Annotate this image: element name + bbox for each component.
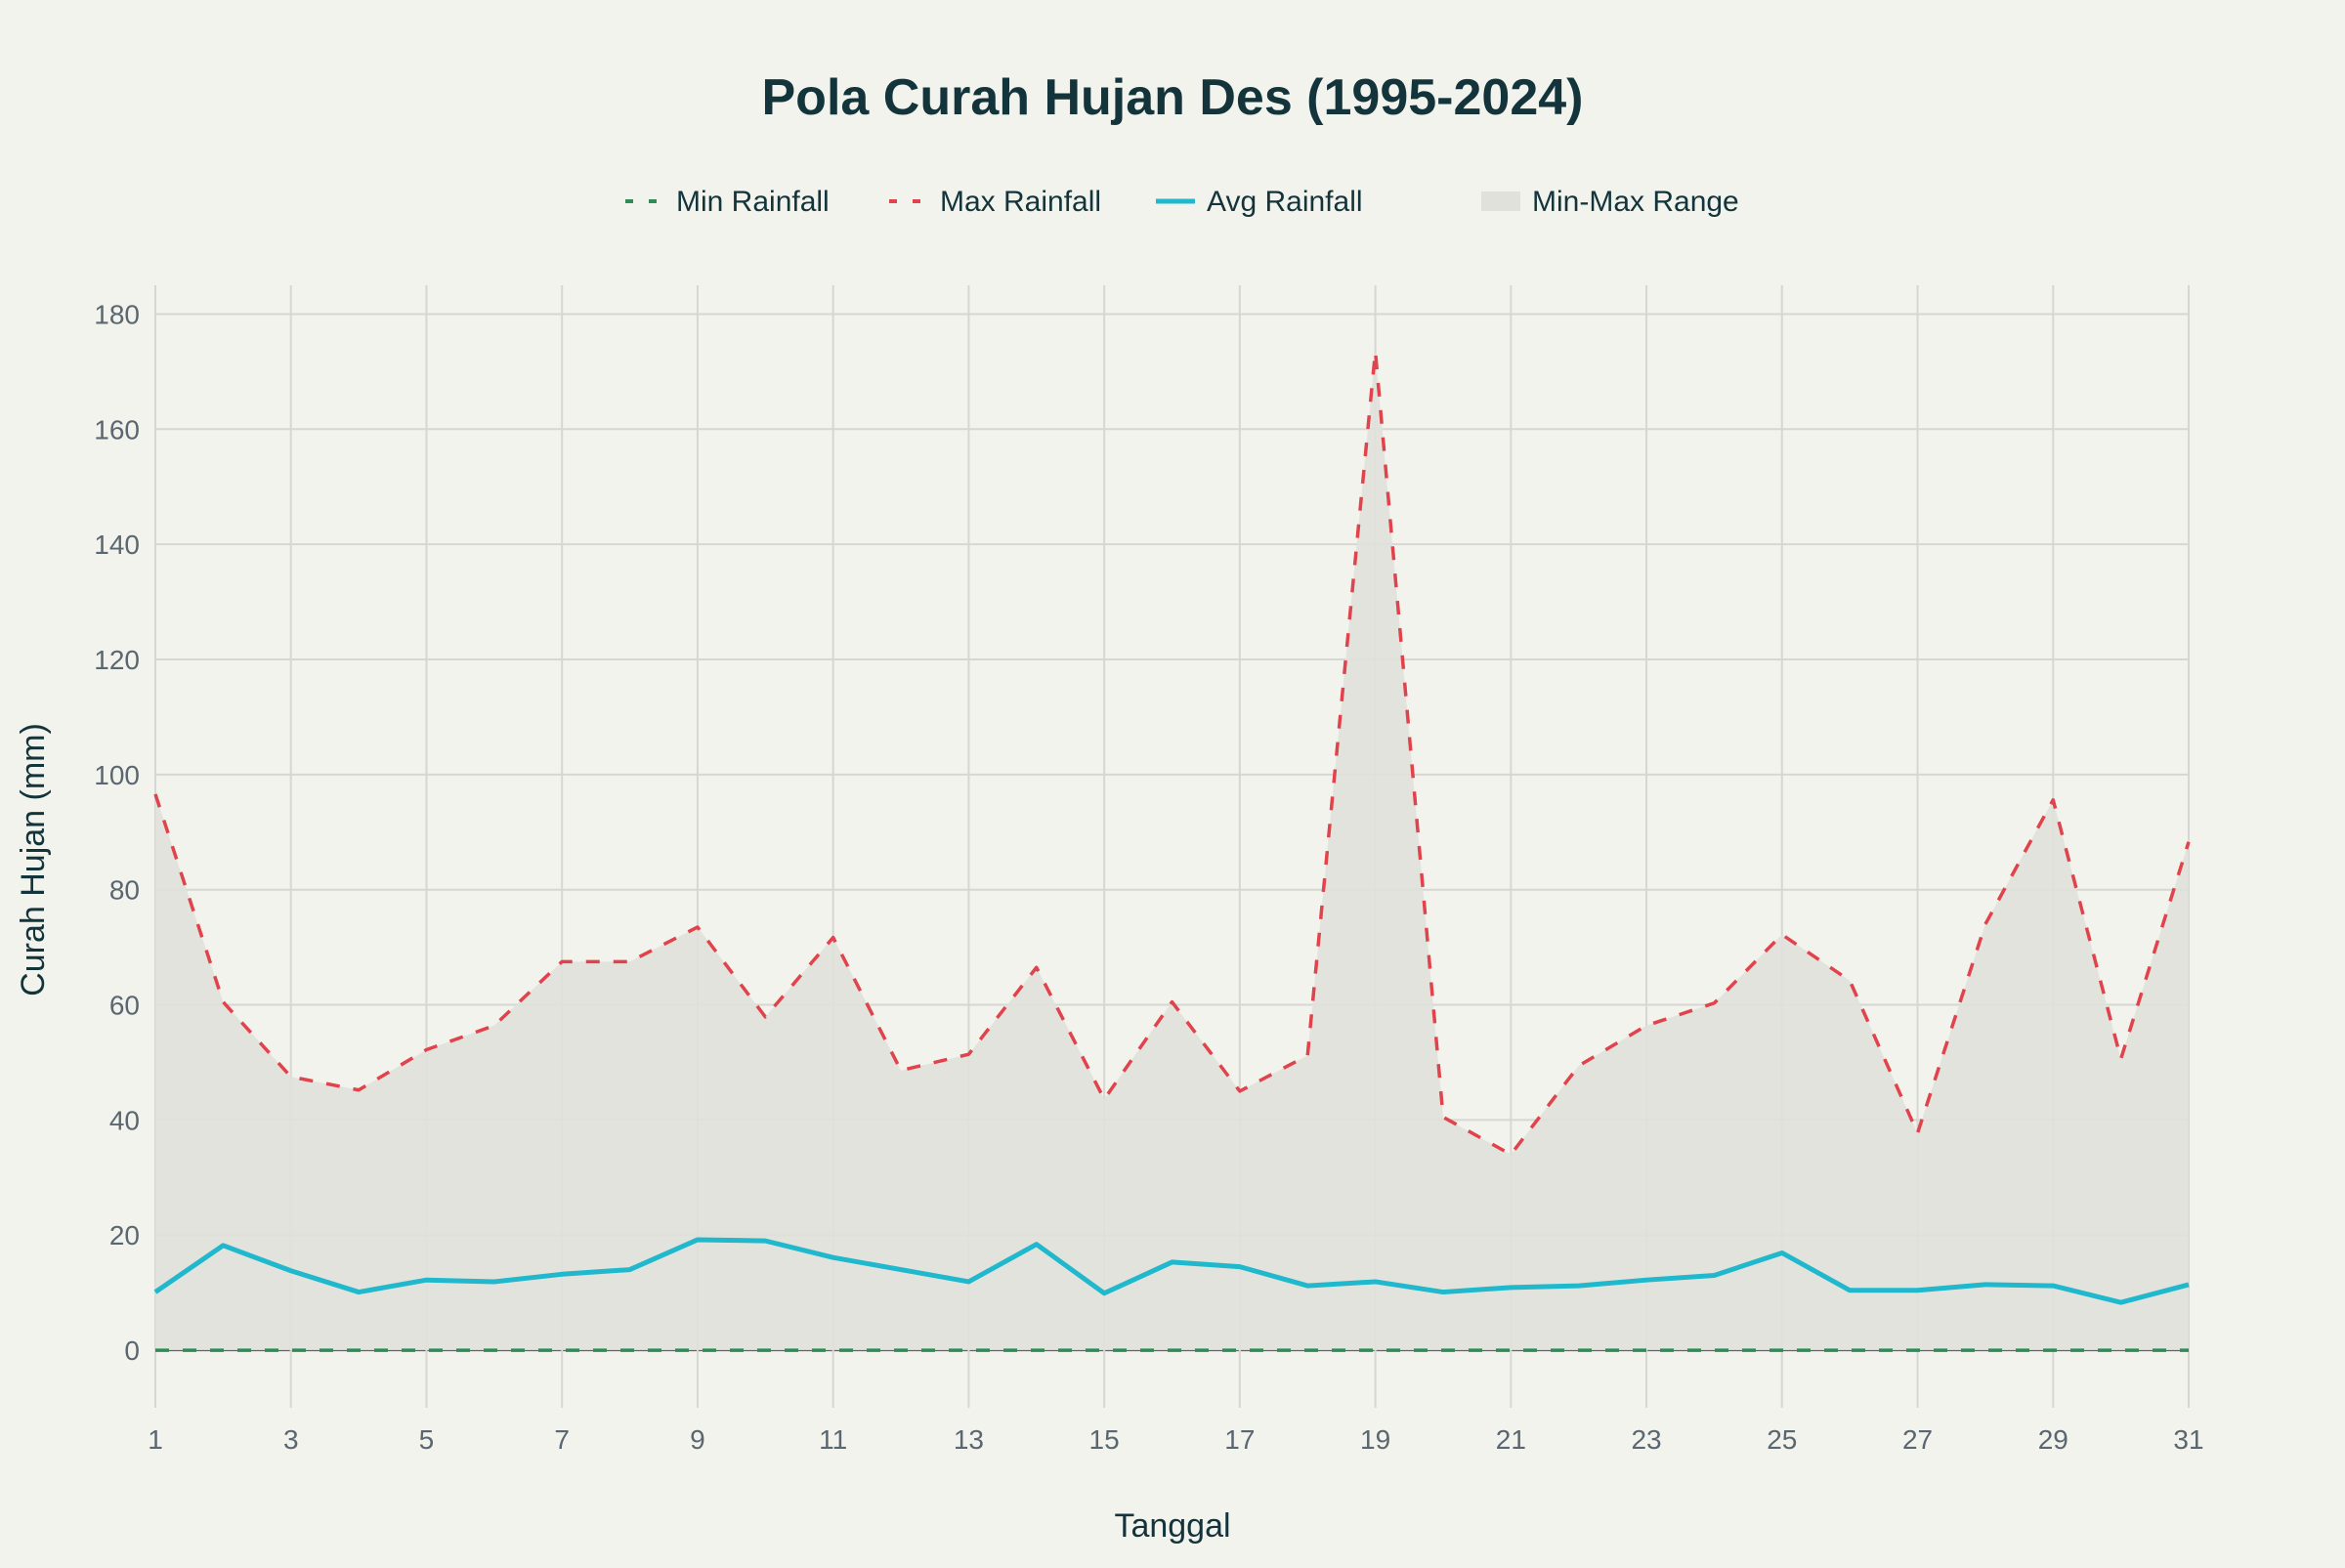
chart-title: Pola Curah Hujan Des (1995-2024) [762, 69, 1584, 126]
legend-label: Min-Max Range [1532, 186, 1739, 218]
x-tick-label: 25 [1767, 1424, 1797, 1455]
y-axis-ticks: 0 20 40 60 80 100 120 140 160 180 [94, 299, 140, 1366]
legend: Min Rainfall Max Rainfall Avg Rainfall Min-… [625, 186, 1739, 218]
legend-item: Avg Rainfall [1156, 186, 1363, 218]
legend-label: Min Rainfall [676, 186, 830, 218]
x-axis-title: Tanggal [1114, 1507, 1230, 1545]
x-tick-label: 27 [1902, 1424, 1933, 1455]
legend-item: Min-Max Range [1481, 186, 1739, 218]
x-tick-label: 7 [554, 1424, 570, 1455]
legend-swatch [1481, 191, 1520, 211]
y-tick-label: 0 [124, 1335, 140, 1366]
min-max-range-area [155, 352, 2189, 1350]
legend-label: Max Rainfall [940, 186, 1101, 218]
y-tick-label: 140 [94, 530, 140, 560]
x-tick-label: 3 [283, 1424, 299, 1455]
x-tick-label: 21 [1496, 1424, 1526, 1455]
y-tick-label: 100 [94, 760, 140, 790]
x-tick-label: 9 [690, 1424, 705, 1455]
x-tick-label: 5 [419, 1424, 435, 1455]
x-tick-label: 13 [954, 1424, 984, 1455]
x-tick-label: 29 [2038, 1424, 2068, 1455]
y-tick-label: 180 [94, 299, 140, 329]
y-tick-label: 80 [109, 875, 140, 906]
y-tick-label: 20 [109, 1220, 140, 1250]
legend-item: Max Rainfall [889, 186, 1101, 218]
x-tick-label: 31 [2173, 1424, 2203, 1455]
x-tick-label: 1 [148, 1424, 163, 1455]
y-axis-title: Curah Hujan (mm) [15, 723, 52, 996]
x-tick-label: 11 [819, 1424, 847, 1455]
y-tick-label: 160 [94, 414, 140, 445]
x-tick-label: 17 [1224, 1424, 1255, 1455]
y-tick-label: 120 [94, 645, 140, 675]
y-tick-label: 40 [109, 1105, 140, 1135]
x-tick-label: 23 [1631, 1424, 1661, 1455]
y-tick-label: 60 [109, 991, 140, 1021]
x-tick-label: 15 [1089, 1424, 1120, 1455]
x-tick-label: 19 [1360, 1424, 1390, 1455]
legend-item: Min Rainfall [625, 186, 830, 218]
legend-label: Avg Rainfall [1207, 186, 1363, 218]
